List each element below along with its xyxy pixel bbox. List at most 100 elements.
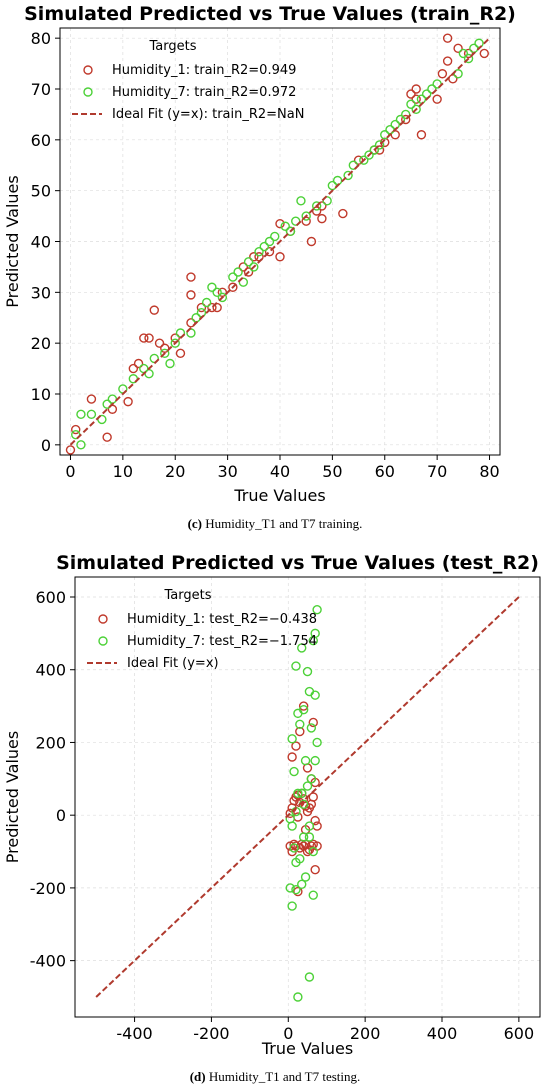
data-point-series-2: [165, 358, 175, 369]
data-point-series-2: [233, 267, 243, 277]
data-point-series-2: [293, 788, 303, 799]
data-point-series-1: [442, 56, 453, 66]
data-point-series-1: [295, 726, 305, 737]
data-point-series-2: [249, 262, 259, 272]
data-point-series-1: [186, 290, 196, 300]
data-point-series-1: [71, 424, 81, 435]
data-point-series-1: [293, 886, 303, 897]
data-point-series-1: [306, 841, 317, 851]
x-tick-label: 80: [479, 462, 499, 481]
data-point-series-1: [243, 267, 254, 277]
y-tick-label: 600: [35, 588, 66, 607]
y-axis-label: Predicted Values: [3, 175, 22, 307]
data-point-series-1: [442, 33, 453, 43]
legend-title: Targets: [149, 39, 197, 54]
data-point-series-2: [259, 241, 269, 252]
y-tick-label: 40: [31, 233, 51, 252]
legend-title: Targets: [164, 588, 212, 603]
legend-circle-marker: [83, 87, 93, 97]
data-point-series-2: [300, 755, 311, 766]
data-point-series-2: [343, 170, 353, 181]
y-axis-label: Predicted Values: [3, 731, 22, 863]
data-point-series-2: [411, 104, 421, 115]
data-point-series-1: [411, 84, 421, 94]
data-point-series-2: [76, 409, 86, 420]
data-point-series-1: [133, 358, 144, 369]
x-tick-label: 60: [375, 462, 395, 481]
chart-train-r2: Simulated Predicted vs True Values (trai…: [3, 3, 516, 531]
x-tick-label: -400: [116, 1024, 152, 1043]
x-axis-label: True Values: [261, 1039, 353, 1058]
legend-circle-marker: [98, 636, 108, 646]
data-point-series-2: [374, 140, 385, 150]
data-point-series-1: [228, 282, 238, 292]
data-point-series-2: [228, 272, 238, 282]
data-point-series-2: [76, 440, 86, 450]
data-point-series-2: [287, 734, 297, 744]
figure-caption: (d) Humidity_T1 and T7 testing.: [190, 1069, 361, 1084]
data-point-series-2: [289, 843, 299, 853]
data-point-series-1: [238, 262, 249, 272]
data-point-series-2: [298, 705, 309, 715]
legend-entry: Humidity_7: test_R2=−1.754: [127, 634, 317, 649]
data-point-series-1: [406, 89, 416, 99]
data-point-series-2: [217, 292, 228, 303]
caption-label: (d): [190, 1069, 206, 1084]
y-tick-label: 200: [35, 733, 66, 752]
data-point-series-1: [264, 246, 275, 257]
data-point-series-2: [359, 155, 369, 165]
legend-entry: Humidity_1: test_R2=−0.438: [127, 612, 317, 627]
data-point-series-1: [102, 432, 112, 442]
data-point-series-1: [175, 348, 186, 359]
data-point-series-1: [306, 236, 317, 247]
legend-circle-marker: [98, 614, 108, 624]
data-point-series-1: [298, 701, 309, 711]
data-point-series-2: [301, 211, 311, 221]
data-point-series-2: [306, 723, 317, 733]
data-point-series-2: [285, 226, 296, 237]
data-point-series-1: [453, 43, 463, 54]
data-point-series-2: [312, 737, 322, 748]
x-tick-label: 400: [427, 1024, 458, 1043]
data-point-series-2: [311, 201, 322, 211]
legend-entry: Humidity_7: train_R2=0.972: [112, 85, 296, 100]
chart-title: Simulated Predicted vs True Values (test…: [56, 552, 539, 574]
caption-label: (c): [188, 516, 202, 531]
data-point-series-1: [479, 48, 489, 59]
x-tick-label: 10: [113, 462, 133, 481]
x-tick-label: 0: [65, 462, 75, 481]
data-point-series-1: [139, 333, 149, 343]
data-point-series-1: [275, 219, 285, 229]
data-point-series-1: [312, 821, 322, 831]
data-point-series-1: [249, 252, 259, 262]
ideal-fit-line: [69, 37, 491, 446]
data-point-series-2: [196, 307, 207, 318]
data-point-series-2: [285, 883, 295, 893]
data-point-series-1: [285, 808, 295, 819]
data-point-series-1: [308, 792, 318, 802]
data-point-series-1: [416, 130, 427, 140]
data-point-series-2: [201, 297, 212, 308]
data-point-series-1: [275, 252, 285, 262]
y-tick-label: 30: [31, 283, 51, 302]
data-point-series-1: [65, 445, 76, 455]
caption-text: Humidity_T1 and T7 training.: [202, 516, 362, 531]
legend-entry: Humidity_1: train_R2=0.949: [112, 63, 296, 78]
x-axis-label: True Values: [233, 486, 325, 505]
data-point-series-1: [207, 302, 217, 313]
data-point-series-2: [304, 832, 315, 842]
x-tick-label: -200: [193, 1024, 229, 1043]
y-tick-label: 0: [56, 806, 66, 825]
data-point-series-1: [432, 94, 442, 104]
plot-frame: [74, 576, 541, 1018]
data-point-series-2: [280, 221, 290, 231]
y-tick-label: -400: [30, 952, 66, 971]
data-point-series-2: [264, 236, 275, 247]
data-point-series-1: [338, 208, 348, 219]
y-tick-label: 50: [31, 182, 51, 201]
data-point-series-2: [295, 719, 305, 729]
figure-d-test: Simulated Predicted vs True Values (test…: [0, 545, 550, 1090]
data-point-series-2: [86, 409, 97, 420]
data-point-series-2: [296, 196, 306, 206]
data-point-series-2: [304, 821, 315, 831]
